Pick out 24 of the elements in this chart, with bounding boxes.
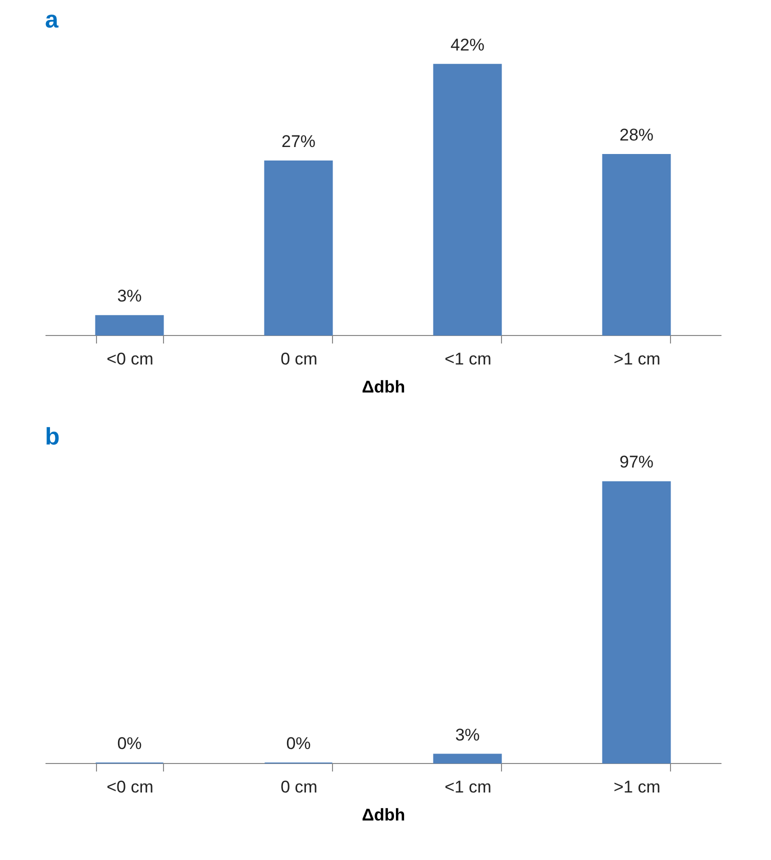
data-label: 3%: [455, 725, 480, 744]
bar: [433, 64, 502, 336]
data-label: 0%: [286, 734, 311, 753]
data-label: 97%: [619, 452, 654, 472]
x-tick-label: <1 cm: [444, 778, 492, 796]
x-tick-label: 0 cm: [280, 350, 318, 368]
bar: [95, 315, 164, 336]
x-tick-label: <1 cm: [444, 350, 492, 368]
data-label: 3%: [117, 286, 142, 306]
x-tick-label: <0 cm: [106, 350, 154, 368]
x-tick-label: >1 cm: [614, 778, 660, 796]
bar: [602, 154, 671, 336]
data-label: 28%: [619, 126, 654, 145]
data-label: 0%: [117, 734, 142, 753]
x-axis-title: Δdbh: [362, 378, 406, 396]
x-axis-title: Δdbh: [362, 806, 406, 824]
x-tick-label: <0 cm: [106, 778, 154, 796]
chart-title: a: [45, 6, 59, 34]
chart-title: b: [45, 424, 60, 451]
x-tick-label: 0 cm: [280, 778, 318, 796]
data-label: 42%: [450, 35, 485, 54]
x-tick-label: >1 cm: [614, 350, 660, 368]
data-label: 27%: [281, 132, 316, 151]
bar: [264, 160, 333, 336]
